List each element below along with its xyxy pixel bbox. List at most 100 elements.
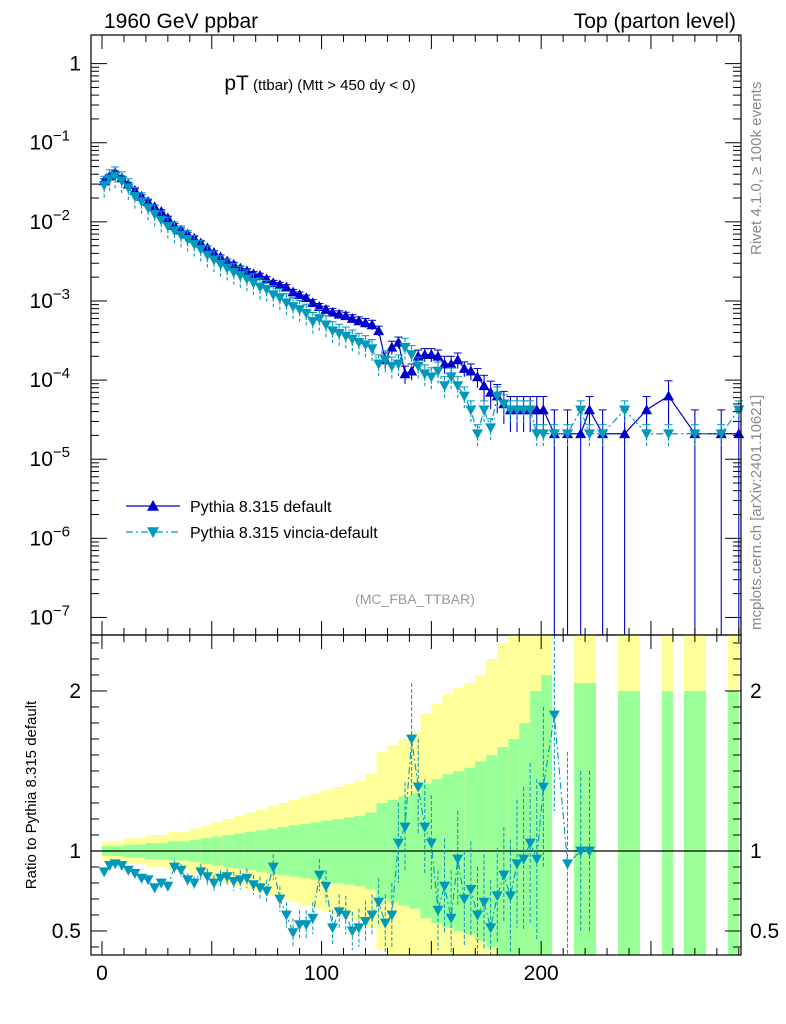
vincia-point bbox=[373, 359, 385, 370]
vincia-point bbox=[432, 366, 444, 377]
ratio-point bbox=[280, 910, 292, 921]
main-ytick-exponent: −7 bbox=[53, 602, 70, 619]
ratio-point bbox=[452, 854, 464, 865]
ratio-point bbox=[122, 865, 134, 876]
ratio-xtick-label: 0 bbox=[96, 962, 108, 985]
ratio-point bbox=[300, 920, 312, 931]
main-panel: 110−110−210−310−410−510−610−7 pT (ttbar)… bbox=[30, 34, 745, 636]
ratio-point bbox=[195, 867, 207, 878]
default-point bbox=[425, 349, 437, 359]
vincia-point bbox=[419, 369, 431, 380]
main-ytick-label: 10−6 bbox=[30, 523, 70, 550]
vincia-point bbox=[274, 293, 286, 304]
ratio-point bbox=[465, 885, 477, 895]
vincia-point bbox=[340, 331, 352, 342]
vincia-point bbox=[575, 405, 587, 416]
default-point bbox=[340, 310, 352, 321]
main-ytick-label: 10−2 bbox=[30, 207, 70, 234]
vincia-point bbox=[104, 174, 116, 185]
ratio-point bbox=[274, 894, 286, 905]
band-inner bbox=[585, 683, 597, 955]
band-inner bbox=[661, 691, 673, 955]
ratio-point bbox=[445, 913, 457, 924]
ratio-point bbox=[320, 881, 332, 892]
vincia-point bbox=[733, 405, 745, 416]
ratio-ytick-label: 2 bbox=[69, 680, 81, 703]
ratio-ytick-label: 1 bbox=[69, 840, 81, 863]
vincia-point bbox=[155, 215, 167, 226]
vincia-point bbox=[425, 372, 437, 383]
series-line-vincia bbox=[103, 175, 740, 436]
vincia-point bbox=[327, 326, 339, 337]
main-ytick-mantissa: 10 bbox=[30, 132, 53, 155]
ratio-point bbox=[498, 870, 510, 881]
main-ytick-mantissa: 10 bbox=[30, 211, 53, 234]
default-point bbox=[386, 341, 398, 352]
band-inner bbox=[508, 739, 520, 955]
ratio-point bbox=[333, 907, 345, 918]
ratio-xtick-label: 100 bbox=[304, 962, 339, 985]
ratio-point bbox=[188, 878, 200, 889]
default-point bbox=[458, 363, 470, 373]
vincia-point bbox=[201, 250, 213, 261]
ratio-point bbox=[504, 891, 516, 902]
ratio-point bbox=[524, 838, 536, 849]
default-point bbox=[575, 428, 587, 439]
ratio-point bbox=[373, 897, 385, 908]
legend-marker-vincia bbox=[147, 527, 159, 538]
vincia-point bbox=[471, 429, 483, 440]
band-inner bbox=[530, 691, 542, 955]
vincia-point bbox=[129, 191, 141, 202]
analysis-tag: (MC_FBA_TTBAR) bbox=[355, 591, 475, 607]
band-inner bbox=[629, 691, 640, 955]
ratio-point bbox=[518, 854, 530, 865]
ratio-point bbox=[215, 873, 227, 884]
main-ytick-label: 10−4 bbox=[30, 365, 70, 392]
vincia-point bbox=[215, 259, 227, 270]
vincia-point bbox=[149, 209, 161, 220]
vincia-point bbox=[142, 203, 154, 214]
ratio-point bbox=[471, 910, 483, 921]
main-ytick-label: 10−5 bbox=[30, 444, 70, 471]
ratio-point bbox=[359, 917, 371, 927]
main-ytick-exponent: −3 bbox=[53, 286, 70, 303]
vincia-point bbox=[241, 274, 253, 285]
ratio-point bbox=[261, 886, 273, 897]
vincia-point bbox=[366, 344, 378, 355]
ratio-ylabel: Ratio to Pythia 8.315 default bbox=[23, 700, 40, 889]
vincia-point bbox=[333, 328, 345, 339]
vincia-point bbox=[478, 405, 490, 416]
main-ytick-label: 10−3 bbox=[30, 286, 70, 313]
ratio-point bbox=[575, 846, 587, 857]
ratio-point bbox=[511, 859, 523, 870]
default-point bbox=[432, 350, 444, 361]
vincia-point bbox=[122, 183, 134, 194]
ratio-ytick-label: 0.5 bbox=[52, 920, 81, 943]
ratio-point bbox=[366, 910, 378, 921]
default-point bbox=[313, 301, 325, 311]
vincia-point bbox=[412, 361, 424, 372]
ratio-point bbox=[241, 873, 253, 884]
ratio-ytick-label-right: 0.5 bbox=[750, 920, 779, 943]
ratio-point bbox=[439, 881, 451, 892]
legend-label-default: Pythia 8.315 default bbox=[190, 499, 332, 516]
default-point bbox=[471, 371, 483, 382]
mcplots-label: mcplots.cern.ch [arXiv:2401.10621] bbox=[748, 395, 765, 630]
vincia-point bbox=[386, 361, 398, 372]
ratio-point bbox=[406, 734, 418, 745]
vincia-point bbox=[109, 171, 121, 182]
ratio-point bbox=[182, 875, 194, 886]
default-point bbox=[537, 404, 549, 415]
ratio-point bbox=[399, 822, 411, 833]
vincia-point bbox=[162, 221, 174, 232]
ratio-point bbox=[228, 877, 240, 887]
legend: Pythia 8.315 default Pythia 8.315 vincia… bbox=[126, 499, 378, 542]
ratio-xtick-label: 200 bbox=[524, 962, 559, 985]
ratio-point bbox=[254, 883, 266, 894]
main-ytick-exponent: −5 bbox=[53, 444, 70, 461]
default-point bbox=[406, 365, 418, 376]
vincia-point bbox=[346, 334, 358, 345]
vincia-point bbox=[445, 372, 457, 383]
ratio-point bbox=[379, 918, 391, 929]
vincia-point bbox=[313, 314, 325, 325]
